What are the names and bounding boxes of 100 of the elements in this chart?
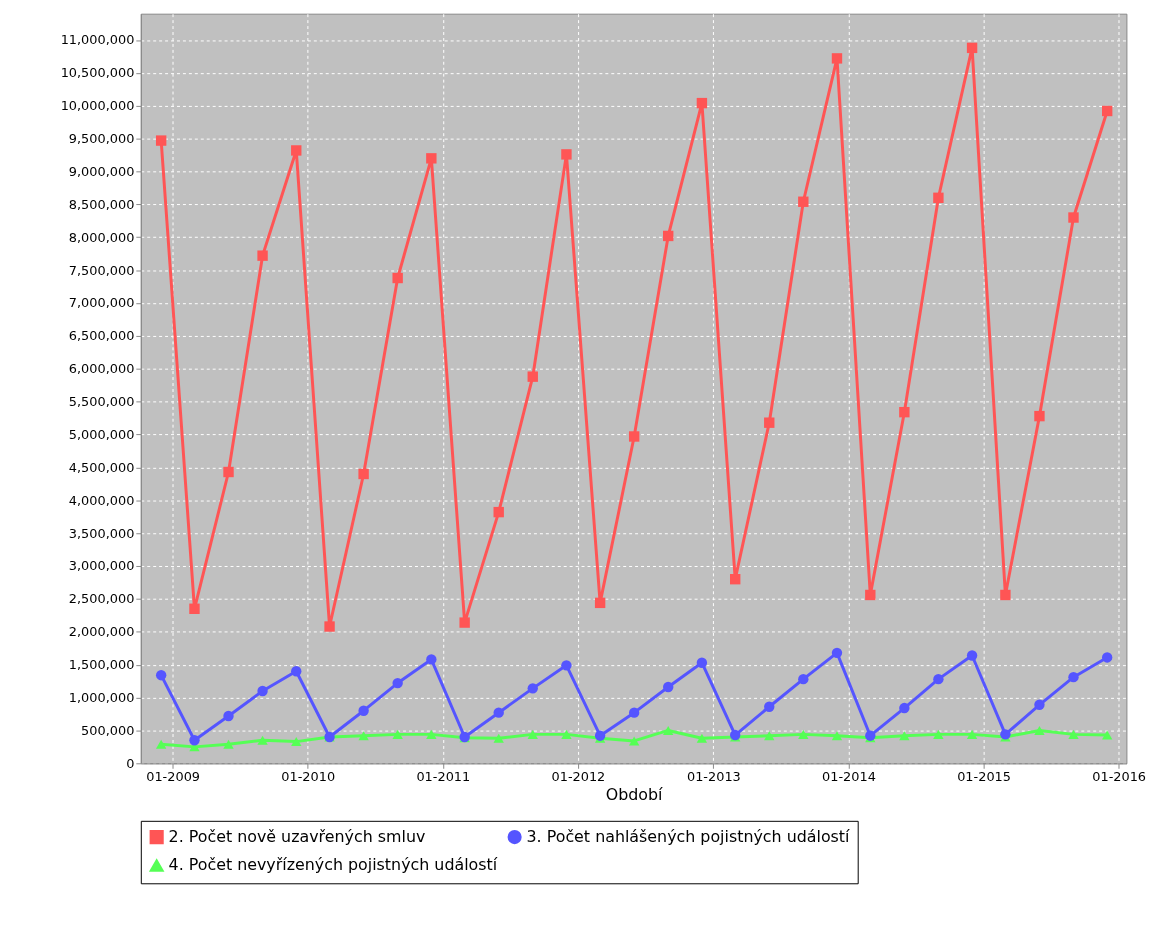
x-tick-label: 01-2014 [822,768,876,784]
point [933,729,944,739]
y-tick-label: 4,500,000 [68,459,135,475]
point [1034,725,1045,735]
point [527,371,538,382]
point [1068,729,1079,739]
point [324,621,335,632]
point [155,739,167,749]
point [696,657,708,668]
point [392,677,403,689]
point [594,597,606,609]
point [561,729,572,739]
point [1034,699,1045,710]
point [1101,652,1113,663]
point [358,705,369,716]
point [764,417,775,428]
point [426,729,437,739]
point [966,42,978,54]
point [831,731,843,741]
point [392,272,403,284]
point [291,666,302,677]
y-tick-label: 0 [126,755,135,771]
point [696,97,708,109]
point [223,739,234,749]
point [155,135,167,146]
point [1034,410,1045,422]
point [966,650,978,661]
y-tick-label: 4,000,000 [68,492,135,508]
point [561,149,572,160]
point [155,670,167,681]
point [663,230,674,242]
point [257,685,268,697]
y-tick-label: 3,000,000 [68,558,135,574]
point [764,731,775,741]
point [291,737,302,747]
point [933,673,944,685]
point [899,702,910,714]
point [291,145,302,156]
y-tick-label: 9,500,000 [68,131,135,147]
x-tick-label: 01-2016 [1092,768,1147,784]
point [257,250,268,261]
point [223,710,234,722]
y-tick-label: 8,500,000 [68,196,135,212]
point [1068,671,1079,683]
point [696,733,708,743]
point [561,660,572,671]
point [628,736,640,746]
y-tick-label: 500,000 [81,722,135,738]
legend-label: 3. Počet nahlášených pojistných událostí [526,827,851,847]
y-tick-label: 8,000,000 [68,229,135,245]
point [628,707,640,718]
y-tick-label: 5,500,000 [68,394,135,410]
point [798,196,809,207]
x-tick-label: 01-2013 [686,768,741,784]
point [933,192,944,203]
point [798,673,809,685]
x-tick-label: 01-2015 [957,768,1011,784]
point [189,735,200,746]
point [663,681,674,693]
y-tick-label: 9,000,000 [68,163,135,179]
y-tick-label: 3,500,000 [68,525,135,541]
point [426,654,437,665]
point [899,406,910,418]
point [1101,105,1113,117]
x-tick-label: 01-2010 [281,768,336,784]
point [426,153,437,164]
y-tick-label: 6,000,000 [68,361,135,377]
point [493,707,504,718]
legend-label: 2. Počet nově uzavřených smluv [168,827,426,847]
point [899,731,910,741]
point [730,573,741,585]
point [798,729,809,739]
point [493,506,504,518]
point [628,431,640,442]
y-tick-label: 7,000,000 [68,295,135,311]
y-tick-label: 6,500,000 [68,328,135,344]
point [358,468,369,480]
point [527,683,538,694]
y-tick-label: 11,000,000 [60,32,135,48]
y-tick-label: 5,000,000 [68,426,135,442]
x-tick-label: 01-2012 [551,768,606,784]
point [493,733,504,743]
point [831,53,843,64]
point [223,466,234,478]
point [865,589,876,601]
point [764,701,775,712]
x-tick-label: 01-2011 [416,768,471,784]
point [189,603,200,614]
y-tick-label: 2,000,000 [68,624,135,640]
point [966,729,978,739]
y-tick-label: 10,000,000 [60,98,135,114]
legend-label: 4. Počet nevyřízených pojistných událostí [168,855,498,875]
y-tick-label: 2,500,000 [68,591,135,607]
point [1068,212,1079,223]
y-tick-label: 1,500,000 [68,657,135,673]
point [257,735,268,745]
y-tick-label: 7,500,000 [68,262,135,278]
y-tick-label: 1,000,000 [68,690,135,706]
point [1000,589,1011,601]
x-axis-title: Období [605,785,664,805]
